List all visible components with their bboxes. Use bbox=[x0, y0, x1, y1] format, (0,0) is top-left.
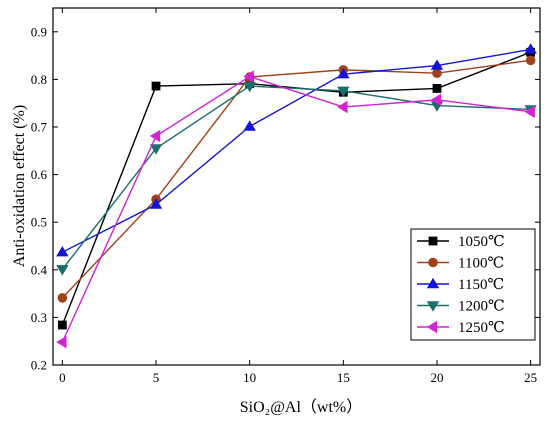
x-tick-label-5: 20 bbox=[430, 370, 443, 385]
series-line-3 bbox=[62, 48, 531, 253]
data-point-s5-6 bbox=[524, 105, 535, 118]
data-point-s1-1 bbox=[57, 320, 67, 330]
data-point-s5-2 bbox=[149, 129, 161, 143]
data-point-s4-1 bbox=[56, 265, 69, 276]
y-tick-label-1: 0.2 bbox=[31, 358, 47, 373]
data-point-s3-4 bbox=[337, 67, 350, 79]
data-point-s5-5 bbox=[430, 93, 442, 107]
legend-marker-3 bbox=[426, 277, 440, 289]
y-tick-label-2: 0.3 bbox=[31, 310, 47, 325]
series-line-2 bbox=[61, 59, 531, 299]
axes-layer: 0 5 10 15 20 25 0.2 0.3 0.4 0.5 0.6 0.7 0.8 0.9 bbox=[31, 7, 541, 385]
data-point-s3-6 bbox=[524, 43, 537, 54]
legend-label-5: 1250℃ bbox=[458, 320, 505, 336]
x-tick-label-6: 25 bbox=[524, 370, 537, 385]
data-point-s3-5 bbox=[430, 59, 444, 70]
data-point-s3-1 bbox=[56, 245, 69, 257]
legend-label-4: 1200℃ bbox=[458, 299, 505, 315]
data-point-s2-6 bbox=[525, 55, 536, 66]
y-tick-label-7: 0.8 bbox=[31, 72, 47, 87]
legend-label-1: 1050℃ bbox=[458, 234, 505, 250]
x-tick-label-4: 15 bbox=[337, 370, 350, 385]
data-point-s3-3 bbox=[243, 120, 256, 131]
legend-marker-2 bbox=[428, 257, 438, 268]
plot-frame bbox=[52, 7, 541, 366]
series-line-5 bbox=[61, 75, 531, 343]
x-tick-label-2: 5 bbox=[153, 370, 160, 385]
data-point-s4-2 bbox=[149, 144, 163, 155]
y-tick-label-3: 0.4 bbox=[31, 262, 48, 277]
y-tick-label-5: 0.6 bbox=[31, 167, 48, 182]
x-tick-label-3: 10 bbox=[243, 370, 256, 385]
data-point-s1-2 bbox=[151, 81, 161, 91]
y-tick-label-6: 0.7 bbox=[31, 120, 48, 135]
legend-marker-4 bbox=[426, 301, 440, 312]
legend-marker-1 bbox=[428, 236, 438, 246]
y-tick-label-4: 0.5 bbox=[31, 215, 47, 230]
data-point-s5-4 bbox=[337, 100, 348, 114]
series-layer bbox=[56, 43, 537, 349]
legend-label-2: 1100℃ bbox=[458, 256, 504, 272]
data-point-s2-5 bbox=[432, 68, 442, 79]
data-point-s1-5 bbox=[432, 84, 442, 93]
y-axis-title: Anti-oxidation effect (%) bbox=[11, 105, 28, 267]
data-point-s3-2 bbox=[149, 198, 163, 209]
series-line-4 bbox=[61, 85, 531, 270]
data-point-s4-3 bbox=[243, 81, 256, 93]
data-point-s5-3 bbox=[243, 70, 254, 83]
data-point-s4-4 bbox=[337, 86, 350, 98]
x-tick-label-1: 0 bbox=[59, 370, 66, 385]
x-axis-title: SiO₂@Al（wt%） bbox=[240, 398, 363, 416]
legend: 1050℃ 1100℃ 1150℃ 1200℃ 1250℃ bbox=[410, 228, 536, 341]
y-tick-label-8: 0.9 bbox=[31, 24, 47, 39]
data-point-s5-1 bbox=[56, 335, 67, 349]
legend-marker-5 bbox=[426, 320, 438, 334]
data-point-s2-1 bbox=[57, 293, 68, 303]
legend-label-3: 1150℃ bbox=[458, 277, 504, 293]
